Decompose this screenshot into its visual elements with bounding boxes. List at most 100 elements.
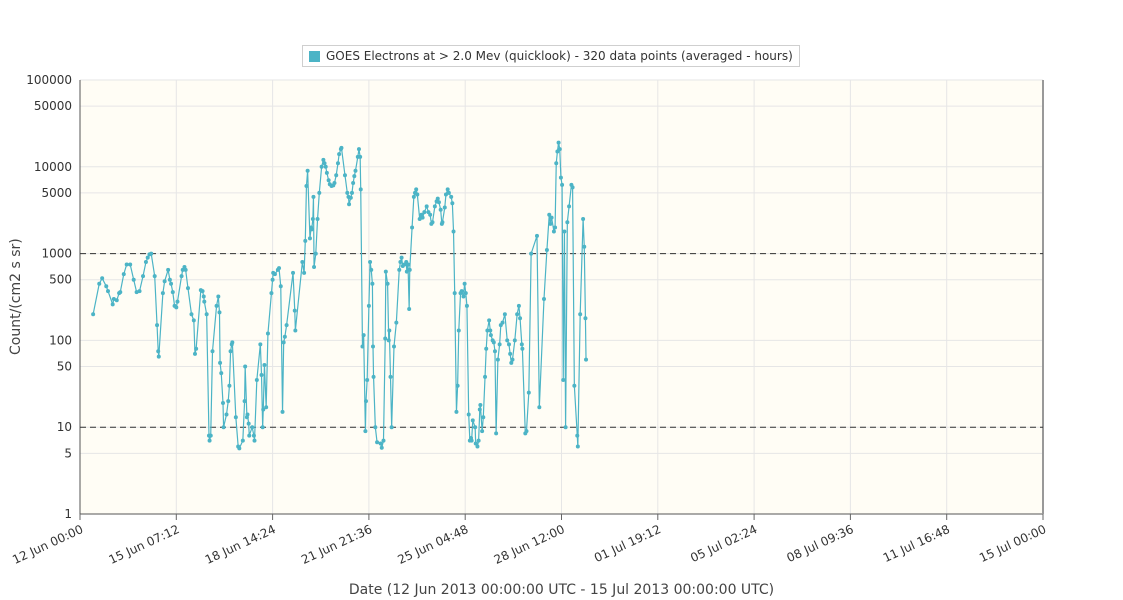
x-tick-label: 25 Jun 04:48 [395,522,470,567]
data-point [264,405,269,410]
data-point [373,425,378,430]
data-point [454,409,459,414]
data-point [560,182,565,187]
data-point [208,433,213,438]
data-point [194,346,199,351]
data-point [323,164,328,169]
x-tick-label: 15 Jul 00:00 [977,522,1048,565]
data-point [466,412,471,417]
data-point [315,217,320,222]
data-point [230,340,235,345]
data-point [169,281,174,286]
y-axis-ticks: 1 5 10 50 100 500 1000 5000 10000 50000 100000 [26,73,72,521]
data-point [370,344,375,349]
data-point [207,438,212,443]
data-point [549,215,554,220]
data-point [221,425,226,430]
data-point [189,312,194,317]
data-point [551,229,556,234]
data-point [160,291,165,296]
data-point [324,170,329,175]
data-point [537,405,542,410]
data-point [494,431,499,436]
data-point [240,438,245,443]
data-point [407,307,412,312]
x-tick-label: 08 Jul 09:36 [785,522,856,565]
data-point [375,440,380,445]
data-point [428,212,433,217]
data-point [436,200,441,205]
data-point [548,221,553,226]
data-point [258,342,263,347]
data-point [578,312,583,317]
data-point [505,338,510,343]
data-point [254,377,259,382]
data-point [152,274,157,279]
data-point [291,270,296,275]
data-point [353,168,358,173]
data-point [204,312,209,317]
data-point [492,349,497,354]
y-tick-label: 5 [64,446,72,460]
data-point [451,229,456,234]
data-point [311,194,316,199]
data-point [469,438,474,443]
y-tick-label: 100 [49,333,72,347]
data-point [356,147,361,152]
data-point [216,294,221,299]
data-point [368,260,373,265]
x-tick-label: 21 Jun 21:36 [299,522,374,567]
data-point [201,294,206,299]
data-point [214,303,219,308]
data-point [246,421,251,426]
data-point [410,225,415,230]
data-point [449,194,454,199]
y-tick-label: 100000 [26,73,72,87]
data-point [442,205,447,210]
data-point [349,190,354,195]
data-point [361,333,366,338]
data-point [510,357,515,362]
data-point [342,173,347,178]
data-point [461,294,466,299]
data-point [475,444,480,449]
x-tick-label: 28 Jun 12:00 [492,522,567,567]
legend[interactable]: GOES Electrons at > 2.0 Mev (quicklook) … [302,45,800,67]
data-point [124,262,129,267]
data-point [260,425,265,430]
data-point [358,154,363,159]
data-point [259,372,264,377]
data-point [100,276,105,281]
data-point [304,184,309,189]
data-point [584,357,589,362]
data-point [556,140,561,145]
data-point [363,399,368,404]
data-point [210,349,215,354]
data-point [174,305,179,310]
y-tick-label: 10000 [34,160,72,174]
data-point [470,418,475,423]
data-point [309,227,314,232]
data-point [477,407,482,412]
data-point [432,204,437,209]
data-point [228,349,233,354]
data-point [562,229,567,234]
data-point [282,334,287,339]
y-axis-label: Count/(cm2 s sr) [8,238,24,355]
data-point [305,168,310,173]
data-point [261,407,266,412]
data-point [547,212,552,217]
data-point [473,425,478,430]
data-point [476,438,481,443]
data-point [414,187,419,192]
data-point [242,399,247,404]
x-tick-label: 12 Jun 00:00 [10,522,85,567]
data-point [519,342,524,347]
data-point [278,284,283,289]
data-point [515,312,520,317]
data-point [269,291,274,296]
data-point [435,196,440,201]
data-point [166,267,171,272]
data-point [128,262,133,267]
series-layer [91,140,589,451]
